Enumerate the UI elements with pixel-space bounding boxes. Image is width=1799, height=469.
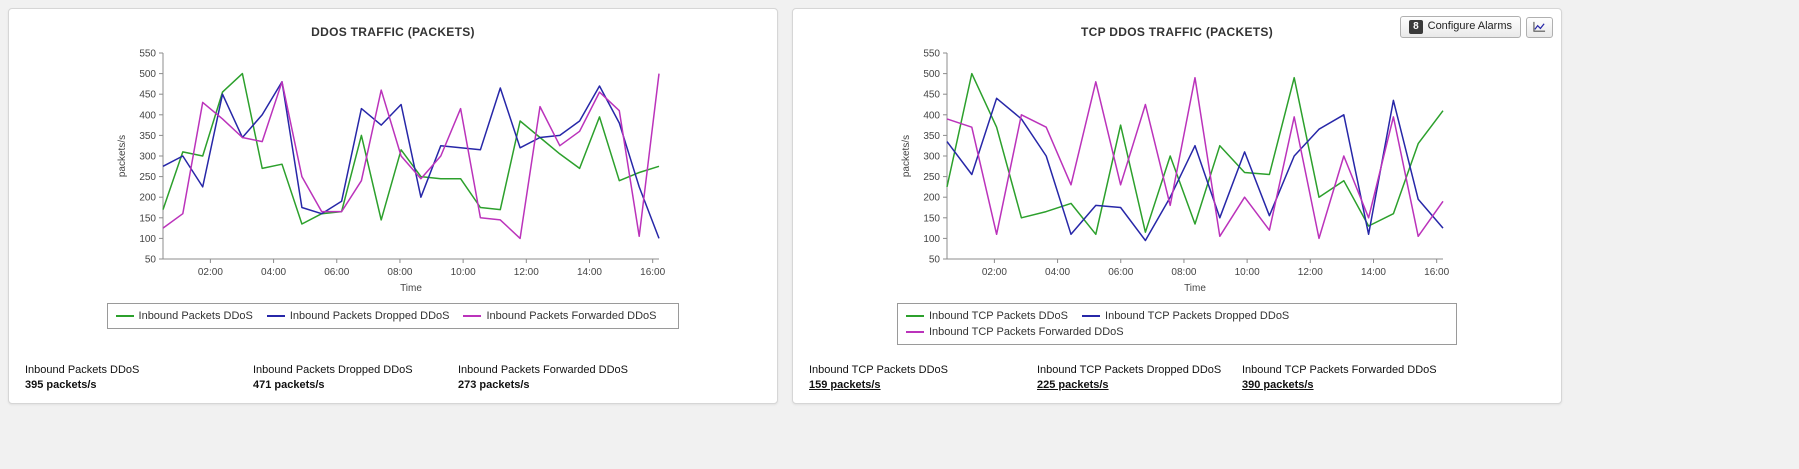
svg-text:08:00: 08:00 xyxy=(1171,267,1196,278)
legend-item: Inbound TCP Packets Forwarded DDoS xyxy=(906,326,1124,338)
series-color-swatch xyxy=(463,315,482,317)
svg-text:400: 400 xyxy=(923,110,940,121)
legend-item: Inbound Packets Dropped DDoS xyxy=(266,310,450,322)
configure-alarms-label: Configure Alarms xyxy=(1427,20,1512,33)
legend-label: Inbound TCP Packets DDoS xyxy=(929,310,1069,322)
stat: Inbound TCP Packets Dropped DDoS 225 pac… xyxy=(1037,364,1242,391)
stat: Inbound Packets Dropped DDoS 471 packets… xyxy=(253,364,458,391)
svg-text:06:00: 06:00 xyxy=(324,267,349,278)
legend-label: Inbound TCP Packets Forwarded DDoS xyxy=(929,326,1124,338)
legend-item: Inbound TCP Packets Dropped DDoS xyxy=(1082,310,1289,322)
panel-ddos-traffic: DDOS TRAFFIC (PACKETS) 50 100 150 200 250 300… xyxy=(8,8,778,404)
chart-title: TCP DDOS TRAFFIC (PACKETS) xyxy=(1080,25,1274,39)
stat-value: 273 packets/s xyxy=(458,379,530,391)
stat-label: Inbound TCP Packets Dropped DDoS xyxy=(1037,364,1222,376)
series-color-swatch xyxy=(266,315,285,317)
stat: Inbound Packets DDoS 395 packets/s xyxy=(25,364,253,391)
chart-legend: Inbound Packets DDoS Inbound Packets Dro… xyxy=(106,303,680,329)
stat: Inbound Packets Forwarded DDoS 273 packe… xyxy=(458,364,663,391)
legend-label: Inbound TCP Packets Dropped DDoS xyxy=(1105,310,1290,322)
svg-text:packets/s: packets/s xyxy=(117,135,128,177)
svg-text:04:00: 04:00 xyxy=(261,267,286,278)
svg-text:10:00: 10:00 xyxy=(1235,267,1260,278)
stat: Inbound TCP Packets DDoS 159 packets/s xyxy=(809,364,1037,391)
stat-value: 395 packets/s xyxy=(25,379,97,391)
panel-tcp-ddos-traffic: 8 Configure Alarms TCP DDOS TRAFFIC (PAC… xyxy=(792,8,1562,404)
legend-item: Inbound Packets DDoS xyxy=(115,310,253,322)
svg-text:12:00: 12:00 xyxy=(514,267,539,278)
stat-label: Inbound Packets Dropped DDoS xyxy=(253,364,413,376)
stat-label: Inbound TCP Packets Forwarded DDoS xyxy=(1242,364,1437,376)
stat-value-link[interactable]: 159 packets/s xyxy=(809,379,881,391)
line-chart-icon xyxy=(1533,21,1546,32)
svg-text:08:00: 08:00 xyxy=(387,267,412,278)
svg-text:400: 400 xyxy=(139,110,156,121)
dashboard: DDOS TRAFFIC (PACKETS) 50 100 150 200 250 300… xyxy=(8,8,1562,404)
alarm-count-badge: 8 xyxy=(1409,20,1423,34)
svg-text:250: 250 xyxy=(139,172,156,183)
svg-text:550: 550 xyxy=(923,49,940,60)
configure-alarms-button[interactable]: 8 Configure Alarms xyxy=(1400,16,1521,38)
svg-text:04:00: 04:00 xyxy=(1045,267,1070,278)
series-color-swatch xyxy=(906,331,924,333)
chart-options-button[interactable] xyxy=(1526,16,1553,38)
svg-text:500: 500 xyxy=(923,69,940,80)
svg-text:250: 250 xyxy=(923,172,940,183)
legend-item: Inbound TCP Packets DDoS xyxy=(906,310,1068,322)
svg-text:200: 200 xyxy=(923,193,940,204)
legend-label: Inbound Packets Forwarded DDoS xyxy=(486,310,657,322)
legend-item: Inbound Packets Forwarded DDoS xyxy=(463,310,656,322)
panel-toolbar: 8 Configure Alarms xyxy=(1400,16,1553,38)
svg-text:12:00: 12:00 xyxy=(1298,267,1323,278)
series-color-swatch xyxy=(906,315,924,317)
svg-text:02:00: 02:00 xyxy=(198,267,223,278)
legend-label: Inbound Packets DDoS xyxy=(138,310,253,322)
svg-text:500: 500 xyxy=(139,69,156,80)
tcp-ddos-traffic-line-chart: 50 100 150 200 250 300 350 400 450 500 550 02:00 04:… xyxy=(901,49,1450,295)
chart-area: 50 100 150 200 250 300 350 400 450 500 550 02:00 04:… xyxy=(793,43,1561,345)
svg-text:Time: Time xyxy=(1184,283,1206,294)
svg-text:100: 100 xyxy=(923,234,940,245)
svg-text:Time: Time xyxy=(400,283,422,294)
series-color-swatch xyxy=(115,315,134,317)
svg-text:16:00: 16:00 xyxy=(1424,267,1449,278)
stats-row: Inbound TCP Packets DDoS 159 packets/s I… xyxy=(793,364,1561,391)
svg-text:50: 50 xyxy=(145,255,157,266)
svg-text:02:00: 02:00 xyxy=(982,267,1007,278)
stat-value-link[interactable]: 225 packets/s xyxy=(1037,379,1109,391)
series-color-swatch xyxy=(1082,315,1101,317)
chart-title: DDOS TRAFFIC (PACKETS) xyxy=(311,25,475,39)
svg-text:14:00: 14:00 xyxy=(577,267,602,278)
stats-row: Inbound Packets DDoS 395 packets/s Inbou… xyxy=(9,364,777,391)
stat-value: 471 packets/s xyxy=(253,379,325,391)
stat: Inbound TCP Packets Forwarded DDoS 390 p… xyxy=(1242,364,1447,391)
svg-text:packets/s: packets/s xyxy=(901,135,912,177)
chart-legend: Inbound TCP Packets DDoS Inbound TCP Pac… xyxy=(897,303,1457,345)
svg-text:200: 200 xyxy=(139,193,156,204)
svg-text:450: 450 xyxy=(923,90,940,101)
svg-text:300: 300 xyxy=(923,152,940,163)
svg-text:06:00: 06:00 xyxy=(1108,267,1133,278)
stat-label: Inbound Packets DDoS xyxy=(25,364,140,376)
ddos-traffic-line-chart: 50 100 150 200 250 300 350 400 450 500 550 02:00 04:… xyxy=(117,49,666,295)
svg-text:10:00: 10:00 xyxy=(451,267,476,278)
stat-value-link[interactable]: 390 packets/s xyxy=(1242,379,1314,391)
stat-label: Inbound TCP Packets DDoS xyxy=(809,364,949,376)
svg-text:14:00: 14:00 xyxy=(1361,267,1386,278)
svg-text:100: 100 xyxy=(139,234,156,245)
svg-text:350: 350 xyxy=(139,131,156,142)
svg-text:450: 450 xyxy=(139,90,156,101)
svg-text:150: 150 xyxy=(139,213,156,224)
svg-text:150: 150 xyxy=(923,213,940,224)
legend-label: Inbound Packets Dropped DDoS xyxy=(289,310,450,322)
svg-text:350: 350 xyxy=(923,131,940,142)
svg-text:16:00: 16:00 xyxy=(640,267,665,278)
svg-text:300: 300 xyxy=(139,152,156,163)
chart-area: 50 100 150 200 250 300 350 400 450 500 550 02:00 04:… xyxy=(9,43,777,329)
stat-label: Inbound Packets Forwarded DDoS xyxy=(458,364,628,376)
svg-text:550: 550 xyxy=(139,49,156,60)
svg-text:50: 50 xyxy=(929,255,941,266)
